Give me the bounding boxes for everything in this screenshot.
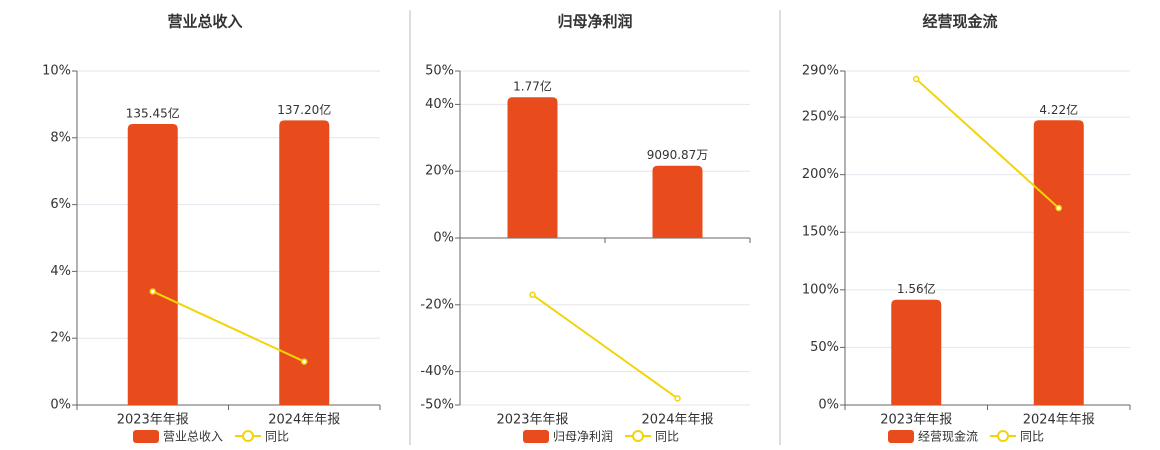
chart-title: 营业总收入 xyxy=(167,13,242,31)
point xyxy=(913,75,920,83)
y-tick-label: 50% xyxy=(425,64,454,79)
y-tick-label: 10% xyxy=(42,64,71,79)
y-tick-label: 290% xyxy=(802,64,839,79)
y-tick-label: 150% xyxy=(802,225,839,240)
chart-title: 经营现金流 xyxy=(922,13,997,31)
data-label: 4.22亿 xyxy=(1039,102,1078,117)
data-label: 137.20亿 xyxy=(277,102,331,117)
legend-swatch xyxy=(242,430,255,442)
data-label: 1.56亿 xyxy=(897,281,936,296)
legend-swatch xyxy=(133,430,159,443)
point xyxy=(529,291,536,299)
x-tick-label: 2024年年报 xyxy=(268,413,340,428)
y-tick-label: 4% xyxy=(50,264,71,279)
point xyxy=(674,395,681,402)
data-label: 1.77亿 xyxy=(513,79,552,94)
line xyxy=(152,290,305,363)
data-label: 135.45亿 xyxy=(126,106,180,121)
line xyxy=(531,293,679,400)
y-tick-label: 200% xyxy=(802,167,839,182)
x-tick-label: 2023年年报 xyxy=(496,413,568,428)
legend-swatch xyxy=(632,430,645,442)
y-tick-label: -40% xyxy=(420,364,454,379)
x-tick-label: 2023年年报 xyxy=(117,413,189,428)
point xyxy=(149,288,156,295)
y-tick-label: 0% xyxy=(818,398,839,413)
legend-swatch xyxy=(997,430,1010,442)
legend-swatch xyxy=(888,430,914,443)
bar xyxy=(652,165,703,238)
y-tick-label: 6% xyxy=(50,197,71,212)
bar xyxy=(507,97,558,238)
legend-label: 经营现金流 xyxy=(918,429,978,444)
bar xyxy=(891,299,942,405)
y-tick-label: 40% xyxy=(425,97,454,112)
legend-label: 归母净利润 xyxy=(553,430,613,444)
legend-label: 同比 xyxy=(265,430,289,444)
legend-label: 同比 xyxy=(655,430,679,444)
x-tick-label: 2023年年报 xyxy=(880,413,952,428)
y-tick-label: 2% xyxy=(50,331,71,346)
legend-label: 营业总收入 xyxy=(163,430,223,444)
y-tick-label: 50% xyxy=(810,340,839,355)
bar xyxy=(1033,120,1084,406)
y-tick-label: 0% xyxy=(50,398,71,413)
y-tick-label: 0% xyxy=(433,231,454,246)
y-tick-label: 20% xyxy=(425,164,454,179)
y-tick-label: -50% xyxy=(420,398,454,413)
bar xyxy=(127,124,178,406)
point xyxy=(1055,204,1062,212)
y-tick-label: 8% xyxy=(50,130,71,145)
line xyxy=(915,78,1060,209)
x-tick-label: 2024年年报 xyxy=(641,413,713,428)
data-label: 9090.87万 xyxy=(647,148,709,162)
bar xyxy=(279,120,330,406)
y-tick-label: 250% xyxy=(802,110,839,125)
legend-swatch xyxy=(523,430,549,443)
point xyxy=(301,358,308,365)
legend-label: 同比 xyxy=(1020,430,1044,444)
x-tick-label: 2024年年报 xyxy=(1023,413,1095,428)
y-tick-label: -20% xyxy=(420,297,454,312)
y-tick-label: 100% xyxy=(802,282,839,297)
chart-title: 归母净利润 xyxy=(557,13,632,31)
